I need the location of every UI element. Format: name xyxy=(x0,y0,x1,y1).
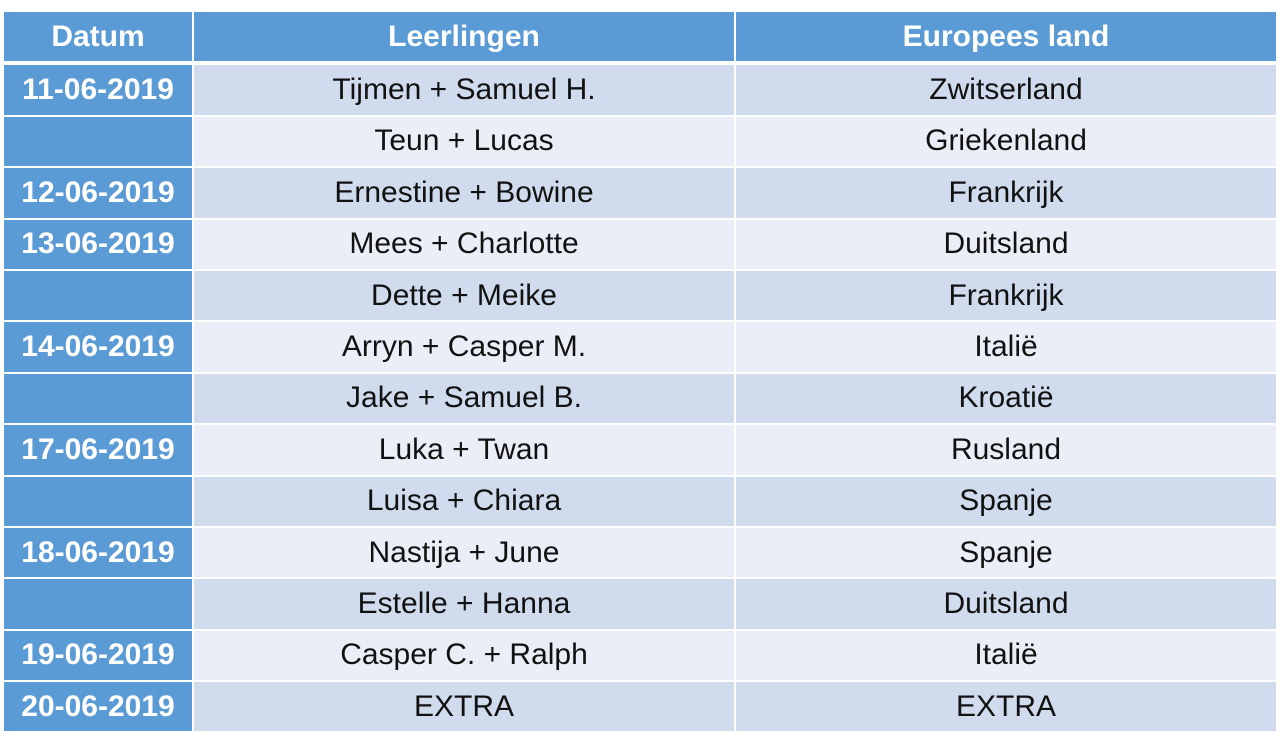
students-cell: Teun + Lucas xyxy=(192,114,736,169)
country-cell: Frankrijk xyxy=(734,268,1278,323)
students-cell: Jake + Samuel B. xyxy=(192,371,736,426)
date-cell: 19-06-2019 xyxy=(2,628,194,683)
country-cell: Spanje xyxy=(734,474,1278,528)
header-country: Europees land xyxy=(734,9,1278,66)
country-cell: Duitsland xyxy=(734,217,1278,271)
date-cell xyxy=(2,371,194,426)
table-row: Estelle + Hanna Duitsland xyxy=(2,577,1278,631)
country-cell: Duitsland xyxy=(734,577,1278,631)
table-row: 13-06-2019 Mees + Charlotte Duitsland xyxy=(2,217,1278,271)
table-row: 14-06-2019 Arryn + Casper M. Italië xyxy=(2,320,1278,374)
students-cell: Arryn + Casper M. xyxy=(192,320,736,374)
date-cell xyxy=(2,577,194,631)
date-cell: 17-06-2019 xyxy=(2,423,194,477)
country-cell: Griekenland xyxy=(734,114,1278,169)
table-row: Dette + Meike Frankrijk xyxy=(2,268,1278,323)
table-row: 17-06-2019 Luka + Twan Rusland xyxy=(2,423,1278,477)
date-cell xyxy=(2,268,194,323)
table-row: Teun + Lucas Griekenland xyxy=(2,114,1278,169)
schedule-table: Datum Leerlingen Europees land 11-06-201… xyxy=(2,9,1278,734)
country-cell: Frankrijk xyxy=(734,166,1278,220)
students-cell: Nastija + June xyxy=(192,525,736,580)
table-row: 20-06-2019 EXTRA EXTRA xyxy=(2,680,1278,734)
students-cell: EXTRA xyxy=(192,680,736,734)
header-row: Datum Leerlingen Europees land xyxy=(2,9,1278,66)
date-cell: 13-06-2019 xyxy=(2,217,194,271)
students-cell: Estelle + Hanna xyxy=(192,577,736,631)
country-cell: Italië xyxy=(734,320,1278,374)
date-cell: 12-06-2019 xyxy=(2,166,194,220)
header-date: Datum xyxy=(2,9,194,66)
table-row: 11-06-2019 Tijmen + Samuel H. Zwitserland xyxy=(2,62,1278,117)
students-cell: Mees + Charlotte xyxy=(192,217,736,271)
date-cell: 11-06-2019 xyxy=(2,62,194,117)
students-cell: Luisa + Chiara xyxy=(192,474,736,528)
country-cell: Spanje xyxy=(734,525,1278,580)
country-cell: Rusland xyxy=(734,423,1278,477)
students-cell: Casper C. + Ralph xyxy=(192,628,736,683)
date-cell: 20-06-2019 xyxy=(2,680,194,734)
country-cell: EXTRA xyxy=(734,680,1278,734)
table-row: 18-06-2019 Nastija + June Spanje xyxy=(2,525,1278,580)
country-cell: Kroatië xyxy=(734,371,1278,426)
header-students: Leerlingen xyxy=(192,9,736,66)
date-cell xyxy=(2,474,194,528)
table-header: Datum Leerlingen Europees land xyxy=(2,9,1278,66)
students-cell: Ernestine + Bowine xyxy=(192,166,736,220)
students-cell: Tijmen + Samuel H. xyxy=(192,62,736,117)
table-row: 19-06-2019 Casper C. + Ralph Italië xyxy=(2,628,1278,683)
table-row: Luisa + Chiara Spanje xyxy=(2,474,1278,528)
date-cell xyxy=(2,114,194,169)
table-row: 12-06-2019 Ernestine + Bowine Frankrijk xyxy=(2,166,1278,220)
date-cell: 18-06-2019 xyxy=(2,525,194,580)
country-cell: Zwitserland xyxy=(734,62,1278,117)
table-row: Jake + Samuel B. Kroatië xyxy=(2,371,1278,426)
students-cell: Dette + Meike xyxy=(192,268,736,323)
country-cell: Italië xyxy=(734,628,1278,683)
date-cell: 14-06-2019 xyxy=(2,320,194,374)
table-body: 11-06-2019 Tijmen + Samuel H. Zwitserland T… xyxy=(2,62,1278,734)
students-cell: Luka + Twan xyxy=(192,423,736,477)
